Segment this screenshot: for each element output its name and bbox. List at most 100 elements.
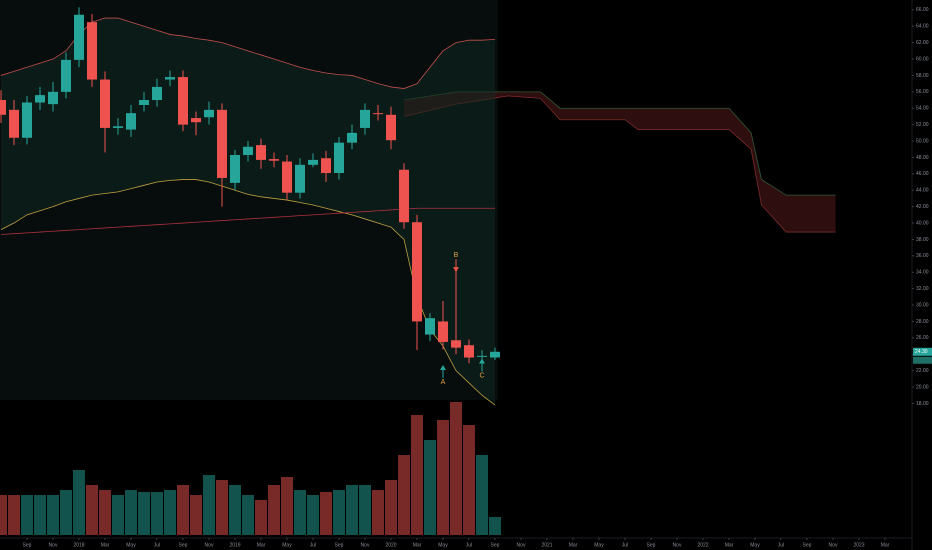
candle-body [126,113,136,130]
candle-body [217,109,227,178]
x-tick-label: Jul [778,542,784,548]
x-tick-label: Nov [517,542,526,548]
candle-body [256,145,266,160]
x-tick-label: Nov [361,542,370,548]
volume-bar [190,495,202,535]
candle-body [347,132,357,143]
x-tick-label: Sep [179,542,188,548]
candle-body [178,77,188,125]
cloud-upper [403,91,836,196]
candle-body [100,79,110,128]
volume-bar [294,490,306,535]
volume-bar [112,495,124,535]
x-tick-label: 2020 [385,542,396,548]
candle-body [48,91,58,105]
volume-bar [151,492,163,535]
volume-bar [463,425,475,535]
candle-body [152,86,162,101]
candle-body [412,222,422,322]
cloud [404,91,836,233]
y-tick-label: 56.00 [916,89,929,95]
x-tick-label: Sep [803,542,812,548]
candle-body [360,109,370,128]
x-tick-label: 2021 [541,542,552,548]
volume-bar [333,490,345,535]
candle-body [438,321,448,342]
candle-body [425,318,435,335]
volume-bar [489,517,501,535]
x-tick-label: Nov [49,542,58,548]
volume-bar [0,495,7,535]
candle-body [87,22,97,80]
y-tick-label: 30.00 [916,302,929,308]
last-price-label: 24.30 [915,349,928,355]
y-tick-label: 40.00 [916,220,929,226]
x-tick-label: Mar [413,542,422,548]
x-tick-label: May [594,542,604,548]
candle-body [243,146,253,155]
volume-bar [86,485,98,535]
price-box-secondary [913,356,932,364]
band-fill [1,18,495,406]
candle-body [269,159,279,161]
volume-bar [281,477,293,535]
y-tick-label: 28.00 [916,319,929,325]
candle-body [35,95,45,103]
volume-bar [359,485,371,535]
y-tick-label: 66.00 [916,7,929,13]
candle-body [9,109,19,138]
candle-body [308,159,318,165]
x-tick-label: Sep [647,542,656,548]
candle-body [490,351,500,358]
cloud-lower [403,95,836,233]
x-tick-label: May [438,542,448,548]
x-tick-label: Jul [622,542,628,548]
y-tick-label: 18.00 [916,401,929,407]
candle-body [451,340,461,348]
x-tick-label: Mar [257,542,266,548]
volume-bar [8,495,20,535]
volume-bar [203,475,215,535]
x-tick-label: Sep [335,542,344,548]
y-tick-label: 22.00 [916,368,929,374]
x-tick-label: Sep [491,542,500,548]
candle-body [295,164,305,193]
volume-bar [34,495,46,535]
x-tick-label: 2022 [697,542,708,548]
candle-body [22,102,32,138]
candle-body [477,355,487,357]
x-tick-label: May [282,542,292,548]
candle-body [0,100,6,115]
volume-bar [21,495,33,535]
volume-bar [411,415,423,535]
x-tick-label: May [750,542,760,548]
annotation-arrowhead [453,267,459,273]
y-tick-label: 34.00 [916,270,929,276]
x-tick-label: Jul [154,542,160,548]
y-tick-label: 42.00 [916,204,929,210]
x-tick-label: Mar [101,542,110,548]
y-tick-label: 50.00 [916,138,929,144]
annotation-label: A [441,379,446,386]
x-tick-label: Nov [205,542,214,548]
x-tick-label: Nov [673,542,682,548]
volume-bar [242,495,254,535]
y-tick-label: 36.00 [916,253,929,259]
volume-bar [138,492,150,535]
volume-bar [99,490,111,535]
y-tick-label: 58.00 [916,73,929,79]
y-tick-label: 52.00 [916,122,929,128]
x-tick-label: Sep [23,542,32,548]
volume-bar [125,490,137,535]
volume-bar [73,470,85,535]
candle-body [464,345,474,358]
volume-bar [47,495,59,535]
y-tick-label: 64.00 [916,24,929,30]
volume-bar [437,420,449,535]
candle-body [282,161,292,193]
candle-body [230,154,240,183]
y-tick-label: 62.00 [916,40,929,46]
x-tick-label: 2019 [229,542,240,548]
